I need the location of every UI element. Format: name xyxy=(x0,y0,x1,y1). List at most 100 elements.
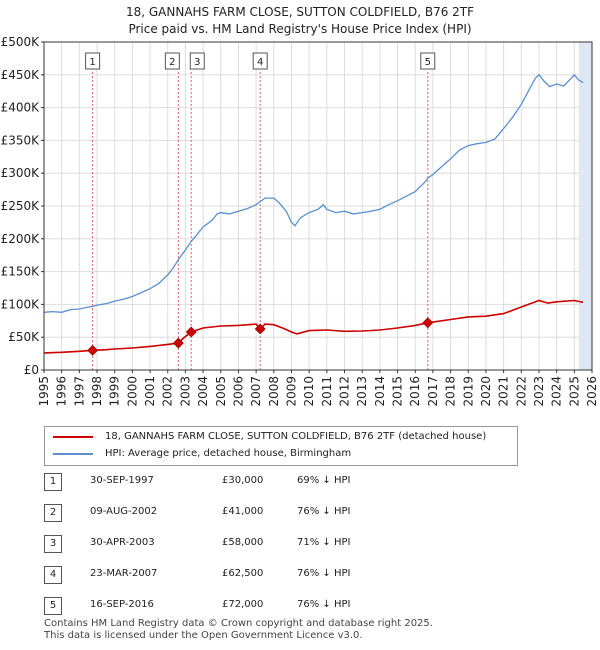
y-tick-label: £500K xyxy=(1,35,41,49)
sale-marker-box xyxy=(189,52,205,70)
chart-title: 18, GANNAHS FARM CLOSE, SUTTON COLDFIELD… xyxy=(125,5,475,19)
x-tick-label: 2020 xyxy=(479,376,493,407)
sale-price: £58,000 xyxy=(222,537,264,548)
x-tick-label: 2008 xyxy=(267,376,281,407)
x-tick-label: 1999 xyxy=(108,376,122,407)
sale-date: 23-MAR-2007 xyxy=(90,568,158,579)
sale-hpi-diff: 76% ↓ HPI xyxy=(297,568,351,579)
sale-marker-label: 1 xyxy=(89,57,95,68)
footer: Contains HM Land Registry data © Crown c… xyxy=(44,618,433,642)
y-tick-label: £200K xyxy=(1,232,41,246)
x-tick-label: 2000 xyxy=(125,376,139,407)
sale-hpi-diff: 69% ↓ HPI xyxy=(297,475,351,486)
x-tick-label: 2016 xyxy=(408,376,422,407)
sale-date: 09-AUG-2002 xyxy=(90,506,158,517)
sale-hpi-diff: 71% ↓ HPI xyxy=(297,537,351,548)
sale-marker-box xyxy=(420,52,436,70)
x-tick-label: 2005 xyxy=(214,376,228,407)
sale-points xyxy=(87,317,434,356)
x-tick-label: 2017 xyxy=(426,376,440,407)
sale-row: 1 30-SEP-1997 £30,000 69% ↓ HPI xyxy=(44,473,444,493)
sale-row: 3 30-APR-2003 £58,000 71% ↓ HPI xyxy=(44,535,444,555)
x-tick-label: 2011 xyxy=(320,376,334,407)
x-tick-label: 2012 xyxy=(338,376,352,407)
x-tick-label: 2007 xyxy=(249,376,263,407)
sale-marker-box xyxy=(164,52,180,70)
sale-number-badge: 4 xyxy=(44,566,62,584)
sale-point xyxy=(172,337,184,349)
series xyxy=(43,73,584,354)
sale-number-badge: 3 xyxy=(44,535,62,553)
y-tick-label: £400K xyxy=(1,101,41,115)
x-tick-label: 2024 xyxy=(550,376,564,407)
y-tick-label: £100K xyxy=(1,297,41,311)
chart-subtitle: Price paid vs. HM Land Registry's House … xyxy=(128,22,472,36)
sale-date: 30-SEP-1997 xyxy=(90,475,154,486)
sale-point xyxy=(254,323,266,335)
x-tick-label: 1997 xyxy=(72,376,86,407)
sale-date: 16-SEP-2016 xyxy=(90,599,154,610)
sale-marker-label: 5 xyxy=(425,57,431,68)
sale-price: £62,500 xyxy=(222,568,264,579)
sale-marker-box xyxy=(85,52,101,70)
legend-label-property: 18, GANNAHS FARM CLOSE, SUTTON COLDFIELD… xyxy=(105,431,487,442)
y-tick-label: £250K xyxy=(1,199,41,213)
sale-markers: 1 2 3 4 5 xyxy=(85,52,436,70)
y-tick-label: £300K xyxy=(1,166,41,180)
y-tick-label: £450K xyxy=(1,68,41,82)
x-tick-label: 2021 xyxy=(497,376,511,407)
y-tick-label: £50K xyxy=(8,330,40,344)
x-tick-label: 2022 xyxy=(514,376,528,407)
x-tick-label: 2006 xyxy=(231,376,245,407)
sale-point xyxy=(87,344,99,356)
x-tick-label: 2001 xyxy=(143,376,157,407)
footer-licence: This data is licensed under the Open Gov… xyxy=(44,630,363,641)
x-tick-label: 1996 xyxy=(55,376,69,407)
x-tick-label: 2013 xyxy=(355,376,369,407)
x-tick-label: 2026 xyxy=(585,376,599,407)
x-axis: 1995 1996 1997 1998 1999 2000 2001 2002 2003 2004… xyxy=(37,370,599,407)
legend: 18, GANNAHS FARM CLOSE, SUTTON COLDFIELD… xyxy=(44,426,518,466)
forecast-shade xyxy=(578,42,592,370)
sale-price: £41,000 xyxy=(222,506,264,517)
x-tick-label: 2009 xyxy=(284,376,298,407)
legend-item-property: 18, GANNAHS FARM CLOSE, SUTTON COLDFIELD… xyxy=(53,429,486,445)
sale-marker-label: 3 xyxy=(194,57,200,68)
sale-marker-label: 4 xyxy=(257,57,263,68)
grid xyxy=(43,41,593,371)
legend-label-hpi: HPI: Average price, detached house, Birm… xyxy=(105,448,352,459)
legend-item-hpi: HPI: Average price, detached house, Birm… xyxy=(53,446,351,462)
y-tick-label: £350K xyxy=(1,133,41,147)
sale-point xyxy=(185,326,197,338)
price-chart: 1 2 3 4 5 £0 £50K £100K £150K £200K £250K £300K £35… xyxy=(1,35,599,407)
x-tick-label: 2014 xyxy=(373,376,387,407)
x-tick-label: 2023 xyxy=(532,376,546,407)
y-axis: £0 £50K £100K £150K £200K £250K £300K £350K £400… xyxy=(1,35,44,377)
sale-row: 5 16-SEP-2016 £72,000 76% ↓ HPI xyxy=(44,597,444,617)
footer-copyright: Contains HM Land Registry data © Crown c… xyxy=(44,618,433,629)
sale-number-badge: 5 xyxy=(44,597,62,615)
sale-date: 30-APR-2003 xyxy=(90,537,155,548)
x-tick-label: 2025 xyxy=(567,376,581,407)
y-tick-label: £0 xyxy=(24,363,39,377)
x-tick-label: 2004 xyxy=(196,376,210,407)
sale-price: £30,000 xyxy=(222,475,264,486)
plot-frame xyxy=(43,41,593,371)
y-tick-label: £150K xyxy=(1,265,41,279)
property-series-line xyxy=(43,299,584,354)
sale-hpi-diff: 76% ↓ HPI xyxy=(297,506,351,517)
chart-title-block: 18, GANNAHS FARM CLOSE, SUTTON COLDFIELD… xyxy=(0,4,600,38)
x-tick-label: 2010 xyxy=(302,376,316,407)
sale-marker-box xyxy=(252,52,268,70)
x-tick-label: 2015 xyxy=(391,376,405,407)
legend-swatch-hpi xyxy=(53,453,93,455)
x-tick-label: 1998 xyxy=(90,376,104,407)
x-tick-label: 2003 xyxy=(178,376,192,407)
sale-number-badge: 2 xyxy=(44,504,62,522)
x-tick-label: 2019 xyxy=(461,376,475,407)
sale-point xyxy=(422,317,434,329)
legend-swatch-property xyxy=(53,436,93,438)
sale-row: 2 09-AUG-2002 £41,000 76% ↓ HPI xyxy=(44,504,444,524)
sale-row: 4 23-MAR-2007 £62,500 76% ↓ HPI xyxy=(44,566,444,586)
x-tick-label: 1995 xyxy=(37,376,51,407)
